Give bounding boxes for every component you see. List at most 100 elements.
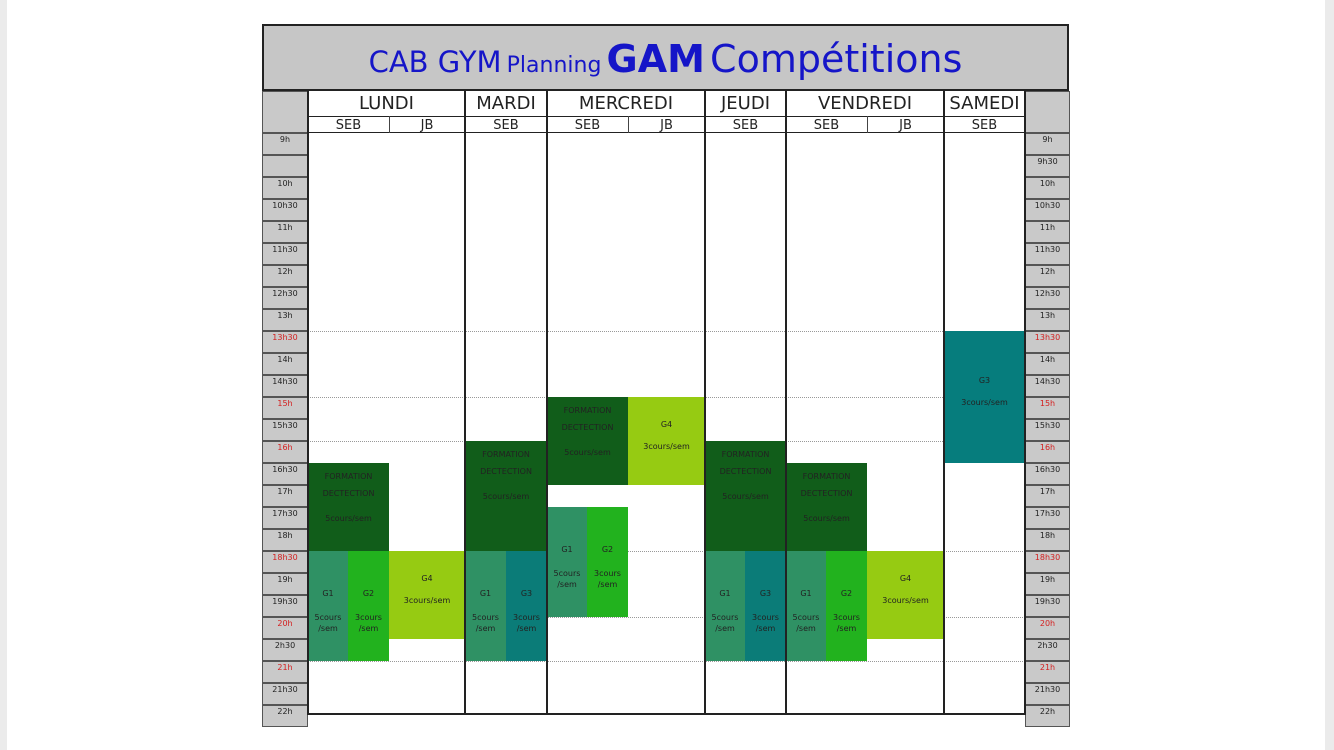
course-label: /sem [557, 580, 577, 589]
course-block-vendredi-seb-b: G2 3cours/sem [826, 551, 867, 661]
course-label: /sem [358, 624, 379, 633]
course-label: 5cours/sem [803, 514, 850, 523]
course-label: FORMATION [563, 406, 612, 415]
time-label-right: 17h30 [1025, 507, 1070, 529]
day-divider [464, 91, 466, 715]
course-label: 5cours [472, 613, 499, 622]
title-gam: GAM [606, 37, 705, 81]
course-label: G4 [660, 420, 673, 429]
course-label: 3cours/sem [882, 596, 929, 605]
time-label-right: 19h30 [1025, 595, 1070, 617]
course-label: FORMATION [324, 472, 373, 481]
course-block-mercredi-seb-b: G2 3cours/sem [587, 507, 628, 617]
coach-header-vendredi-jb: JB [899, 118, 912, 132]
course-label: 5cours [792, 613, 820, 622]
coach-header-mardi-seb: SEB [493, 118, 519, 132]
day-header-jeudi: JEUDI [720, 93, 771, 114]
coach-header-mercredi-seb: SEB [574, 118, 601, 132]
time-label-left: 16h30 [262, 463, 308, 485]
course-label: G2 [601, 545, 614, 554]
time-label-right: 11h [1025, 221, 1070, 243]
time-label-right: 22h [1025, 705, 1070, 727]
course-label: G4 [421, 574, 433, 583]
guide-line [308, 331, 1025, 332]
time-label-left: 16h [262, 441, 308, 463]
course-label: /sem [318, 624, 338, 633]
course-label: FORMATION [721, 450, 770, 459]
day-header-mercredi: MERCREDI [578, 93, 674, 114]
course-label: G2 [840, 589, 853, 598]
course-block-vendredi-seb-a: G1 5cours/sem [786, 551, 826, 661]
course-label: DECTECTION [480, 467, 532, 476]
time-label-right: 14h [1025, 353, 1070, 375]
time-label-left: 22h [262, 705, 308, 727]
course-block-jeudi-seb-a: G1 5cours/sem [705, 551, 745, 661]
time-label-left: 19h [262, 573, 308, 595]
course-label: G3 [520, 589, 533, 598]
course-label: G3 [978, 376, 991, 385]
time-label-left: 15h30 [262, 419, 308, 441]
time-label-right: 15h30 [1025, 419, 1070, 441]
course-block-samedi-seb: G3 3cours/sem [944, 331, 1025, 463]
time-label-right: 10h [1025, 177, 1070, 199]
time-label-left: 17h [262, 485, 308, 507]
course-label: G1 [800, 589, 812, 598]
title-competitions: Compétitions [710, 37, 963, 81]
course-label: DECTECTION [561, 423, 614, 432]
time-label-right: 17h [1025, 485, 1070, 507]
course-block-mercredi-seb-a: G1 5cours/sem [547, 507, 587, 617]
course-label: DECTECTION [322, 489, 375, 498]
course-block-jeudi-seb: FORMATION DECTECTION 5cours/sem [705, 441, 786, 551]
day-divider [1024, 91, 1026, 715]
time-label-left: 14h30 [262, 375, 308, 397]
time-label-right: 16h30 [1025, 463, 1070, 485]
time-label-right: 21h30 [1025, 683, 1070, 705]
day-header-vendredi: VENDREDI [817, 93, 913, 114]
coach-header-lundi-jb: JB [420, 118, 434, 132]
time-label-right: 13h [1025, 309, 1070, 331]
course-label: 3cours/sem [961, 398, 1008, 407]
course-label: 3cours/sem [643, 442, 690, 451]
course-label: 3cours/sem [403, 596, 451, 605]
course-block-lundi-seb: FORMATION DECTECTION 5cours/sem [308, 463, 389, 551]
day-header-samedi: SAMEDI [949, 93, 1020, 114]
coach-header-jeudi-seb: SEB [732, 118, 759, 132]
time-label-left: 10h30 [262, 199, 308, 221]
course-label: G1 [561, 545, 573, 554]
time-label-left: 10h [262, 177, 308, 199]
course-label: G1 [322, 589, 334, 598]
header-bottom-line [308, 132, 1025, 133]
time-label-right: 10h30 [1025, 199, 1070, 221]
time-label-left: 21h [262, 661, 308, 683]
course-label: /sem [475, 624, 496, 633]
course-label: 3cours [833, 613, 860, 622]
time-label-left: 18h30 [262, 551, 308, 573]
time-label-left: 15h [262, 397, 308, 419]
time-label-right: 13h30 [1025, 331, 1070, 353]
day-divider [704, 91, 706, 715]
time-label-left: 20h [262, 617, 308, 639]
page-title: CAB GYM Planning GAM Compétitions [262, 40, 1069, 78]
guide-line [308, 551, 1025, 552]
time-label-right: 12h30 [1025, 287, 1070, 309]
course-block-mercredi-seb: FORMATION DECTECTION 5cours/sem [547, 397, 628, 485]
time-label-right: 11h30 [1025, 243, 1070, 265]
time-label-right: 19h [1025, 573, 1070, 595]
course-label: FORMATION [802, 472, 851, 481]
course-block-lundi-jb: G4 3cours/sem [389, 551, 465, 639]
coach-divider [867, 116, 868, 133]
time-label-right: 12h [1025, 265, 1070, 287]
time-label-left: 12h [262, 265, 308, 287]
day-header-lundi: LUNDI [359, 93, 414, 114]
time-label-left: 12h30 [262, 287, 308, 309]
course-label: 3cours [513, 613, 540, 622]
course-label: DECTECTION [719, 467, 772, 476]
time-label-left [262, 155, 308, 177]
day-divider [546, 91, 548, 715]
course-label: 3cours [594, 569, 621, 578]
time-label-left: 13h [262, 309, 308, 331]
header-divider [308, 116, 1025, 117]
course-label: G3 [759, 589, 772, 598]
guide-line [308, 617, 1025, 618]
coach-divider [628, 116, 629, 133]
